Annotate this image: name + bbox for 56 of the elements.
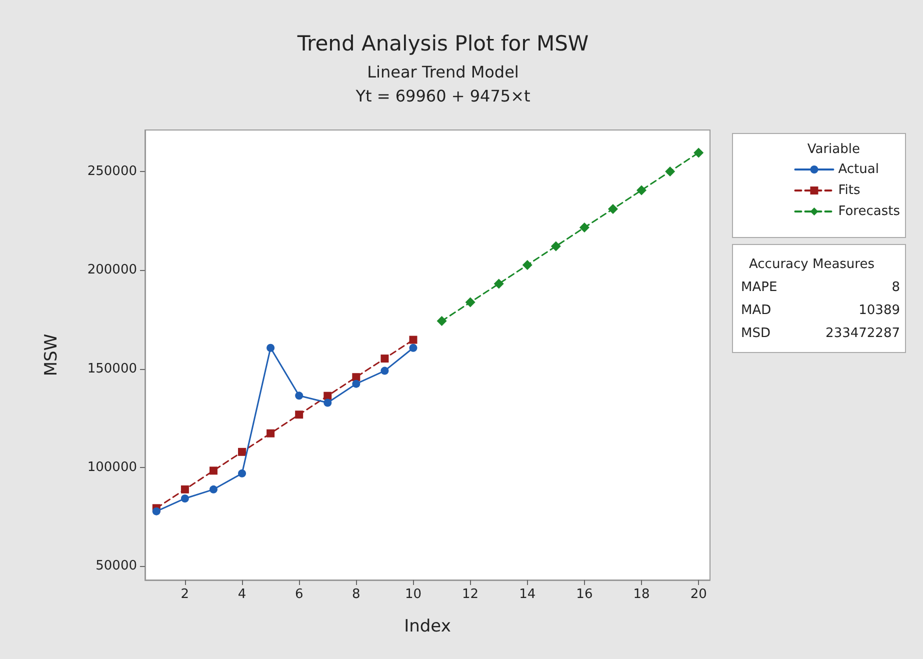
point: [238, 448, 246, 456]
point: [550, 241, 561, 252]
legend-label: Fits: [838, 183, 860, 198]
point: [409, 344, 418, 352]
point: [266, 429, 275, 438]
point: [665, 166, 676, 176]
point: [494, 278, 504, 289]
legend-title: Variable: [807, 142, 860, 157]
point: [409, 336, 418, 344]
x-tick-label: 2: [180, 587, 190, 602]
point: [295, 410, 304, 419]
point: [352, 373, 360, 382]
point: [380, 354, 389, 363]
text: Accuracy Measures: [749, 257, 875, 272]
point: [266, 344, 275, 352]
point: [209, 466, 218, 475]
point: [180, 485, 189, 494]
point: [436, 316, 447, 326]
x-tick-label: 20: [690, 587, 707, 602]
point: [209, 485, 218, 494]
x-tick-label: 14: [519, 587, 536, 602]
y-tick-label: 250000: [87, 164, 137, 179]
point: [238, 469, 246, 478]
legend-label: Forecasts: [838, 204, 900, 219]
text: MSD 233472287: [741, 326, 900, 341]
x-axis-title: Index: [404, 616, 451, 636]
x-tick-label: 16: [576, 587, 593, 602]
x-tick-label: 8: [352, 587, 360, 602]
x-tick-label: 12: [462, 587, 479, 602]
x-tick-label: 10: [404, 587, 422, 602]
point: [152, 507, 160, 516]
point: [324, 392, 332, 400]
x-tick-label: 6: [294, 587, 304, 602]
y-tick-label: 50000: [96, 558, 137, 574]
y-tick-label: 150000: [87, 361, 137, 376]
x-tick-label: 4: [238, 587, 246, 602]
point: [522, 260, 532, 270]
point: [295, 392, 304, 400]
chart-subtitle: Linear Trend Model Yt = 69960 + 9475×t: [354, 62, 530, 106]
point: [694, 148, 704, 158]
point: [380, 366, 389, 375]
legend-label: Actual: [838, 162, 879, 177]
point: [465, 297, 476, 308]
text: MAPE 8: [741, 280, 900, 295]
text: MAD 10389: [741, 303, 900, 318]
x-tick-label: 18: [633, 587, 650, 602]
y-axis-title: MSW: [42, 334, 62, 376]
point: [579, 222, 590, 232]
point: [636, 185, 647, 196]
point: [608, 204, 618, 214]
chart-title: Trend Analysis Plot for MSW: [296, 32, 589, 56]
point: [352, 380, 360, 388]
y-tick-label: 100000: [87, 460, 137, 475]
point: [180, 494, 189, 502]
point: [324, 398, 332, 407]
y-tick-label: 200000: [87, 262, 137, 278]
